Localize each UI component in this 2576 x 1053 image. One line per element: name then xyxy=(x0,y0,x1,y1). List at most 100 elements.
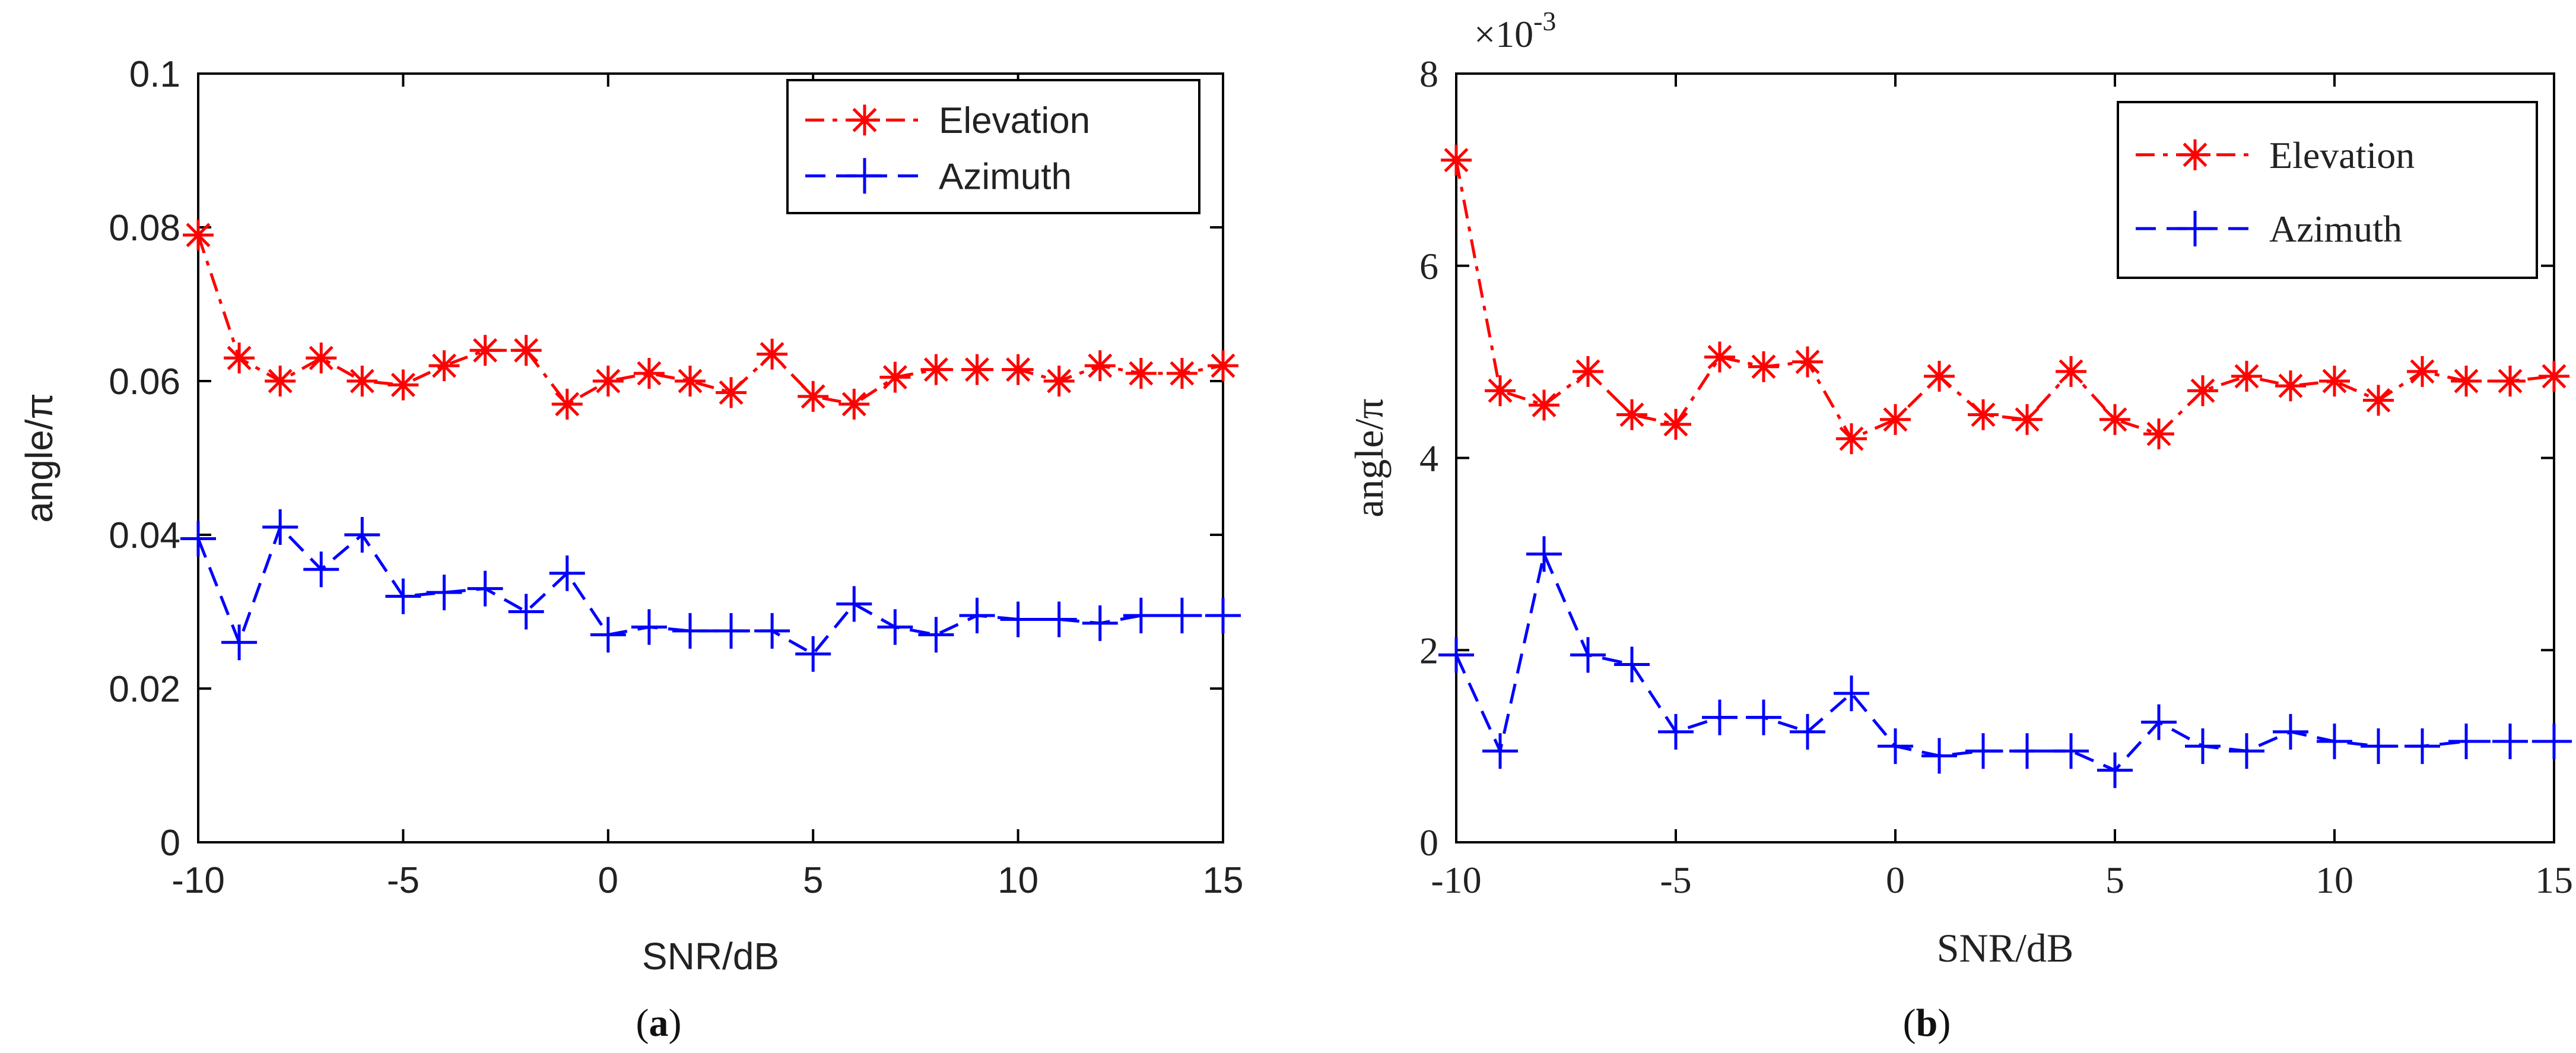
data-point-elevation xyxy=(1968,399,1999,430)
data-point-elevation-shape xyxy=(920,354,951,385)
x-axis-label: SNR/dB xyxy=(642,935,779,978)
data-point-elevation xyxy=(224,342,255,373)
legend-marker xyxy=(2180,139,2210,170)
x-tick-label: -5 xyxy=(387,860,420,901)
data-point-elevation xyxy=(920,354,951,385)
data-point-elevation xyxy=(2319,366,2350,397)
data-point-elevation-shape xyxy=(798,381,828,412)
y-tick-label: 0.02 xyxy=(109,669,180,710)
data-point-elevation-shape xyxy=(428,350,459,381)
data-point-elevation xyxy=(1003,354,1034,385)
x-tick-label: -5 xyxy=(1660,859,1691,901)
x-tick-label: -10 xyxy=(171,860,225,901)
data-point-elevation xyxy=(1924,361,1955,392)
legend-label: Azimuth xyxy=(939,156,1072,197)
data-point-elevation-shape xyxy=(1441,145,1472,176)
data-point-elevation xyxy=(1085,350,1116,381)
y-tick-label: 0.08 xyxy=(109,208,180,249)
data-point-elevation-shape xyxy=(1167,358,1198,389)
y-tick-label: 0.1 xyxy=(129,54,180,95)
data-point-elevation-shape xyxy=(2231,361,2262,392)
legend-label: Azimuth xyxy=(2269,208,2402,250)
data-point-elevation-shape xyxy=(183,220,214,250)
data-point-elevation xyxy=(716,377,747,408)
data-point-elevation xyxy=(879,362,910,393)
data-point-elevation xyxy=(1485,375,1516,406)
data-point-elevation xyxy=(2539,361,2569,392)
data-point-elevation xyxy=(2099,404,2130,435)
data-point-elevation xyxy=(838,389,869,420)
data-point-elevation xyxy=(2056,356,2086,387)
data-point-elevation-shape xyxy=(2187,375,2218,406)
data-point-elevation-shape xyxy=(2451,366,2482,397)
legend-marker-shape xyxy=(849,104,880,135)
data-point-elevation xyxy=(1529,389,1559,420)
data-point-elevation xyxy=(798,381,828,412)
x-tick-label: 15 xyxy=(2535,859,2573,901)
data-point-elevation xyxy=(511,335,542,366)
legend: Elevation Azimuth xyxy=(787,80,1199,213)
data-point-elevation xyxy=(2495,366,2526,397)
data-point-elevation xyxy=(2363,385,2394,416)
x-axis-label: SNR/dB xyxy=(1937,925,2074,970)
legend-marker xyxy=(849,104,880,135)
data-point-elevation-shape xyxy=(1529,389,1559,420)
y-tick-label: 0 xyxy=(1419,822,1438,864)
x-tick-label: 15 xyxy=(1203,860,1244,901)
panel-label: (b) xyxy=(1903,1001,1951,1045)
data-point-elevation-shape xyxy=(1792,347,1823,378)
data-point-elevation xyxy=(2231,361,2262,392)
data-point-elevation-shape xyxy=(1968,399,1999,430)
y-axis-label: angle/π xyxy=(1346,398,1392,517)
data-point-elevation-shape xyxy=(1924,361,1955,392)
data-point-elevation-shape xyxy=(1044,366,1075,397)
x-tick-label: 10 xyxy=(2315,859,2353,901)
data-point-elevation xyxy=(1704,342,1735,373)
data-point-elevation-shape xyxy=(1126,358,1157,389)
data-point-elevation-shape xyxy=(1748,351,1779,382)
x-tick-label: -10 xyxy=(1431,859,1481,901)
x-tick-label: 0 xyxy=(1886,859,1905,901)
data-point-elevation xyxy=(1880,404,1911,435)
y-axis-label: angle/π xyxy=(18,393,61,523)
data-point-elevation-shape xyxy=(387,369,418,400)
data-point-elevation-shape xyxy=(2143,418,2174,449)
x-tick-label: 5 xyxy=(803,860,823,901)
data-point-elevation xyxy=(2451,366,2482,397)
data-point-elevation xyxy=(2143,418,2174,449)
data-point-elevation-shape xyxy=(634,358,665,389)
data-point-elevation xyxy=(1126,358,1157,389)
data-point-elevation-shape xyxy=(1573,356,1603,387)
legend-label: Elevation xyxy=(2269,134,2415,176)
data-point-elevation-shape xyxy=(593,366,624,397)
data-point-elevation xyxy=(962,354,993,385)
panel-label: (a) xyxy=(636,1001,682,1045)
data-point-elevation xyxy=(428,350,459,381)
data-point-elevation xyxy=(1167,358,1198,389)
data-point-elevation xyxy=(387,369,418,400)
data-point-elevation xyxy=(306,342,336,373)
data-point-elevation-shape xyxy=(347,366,377,397)
data-point-elevation-shape xyxy=(511,335,542,366)
data-point-elevation-shape xyxy=(675,366,706,397)
data-point-elevation-shape xyxy=(1085,350,1116,381)
data-point-elevation-shape xyxy=(1660,409,1691,440)
x-tick-label: 5 xyxy=(2105,859,2124,901)
y-tick-label: 0.04 xyxy=(109,515,180,556)
data-point-elevation xyxy=(347,366,377,397)
data-point-elevation-shape xyxy=(224,342,255,373)
data-point-elevation xyxy=(552,389,583,420)
data-point-elevation xyxy=(593,366,624,397)
data-point-elevation-shape xyxy=(2056,356,2086,387)
y-tick-label: 6 xyxy=(1419,245,1438,287)
data-point-elevation xyxy=(675,366,706,397)
data-point-elevation-shape xyxy=(2495,366,2526,397)
data-point-elevation xyxy=(1208,350,1238,381)
data-point-elevation xyxy=(1616,399,1647,430)
data-point-elevation-shape xyxy=(879,362,910,393)
data-point-elevation-shape xyxy=(2099,404,2130,435)
data-point-elevation xyxy=(757,339,787,370)
data-point-elevation xyxy=(2012,404,2043,435)
data-point-elevation-shape xyxy=(2275,370,2306,401)
